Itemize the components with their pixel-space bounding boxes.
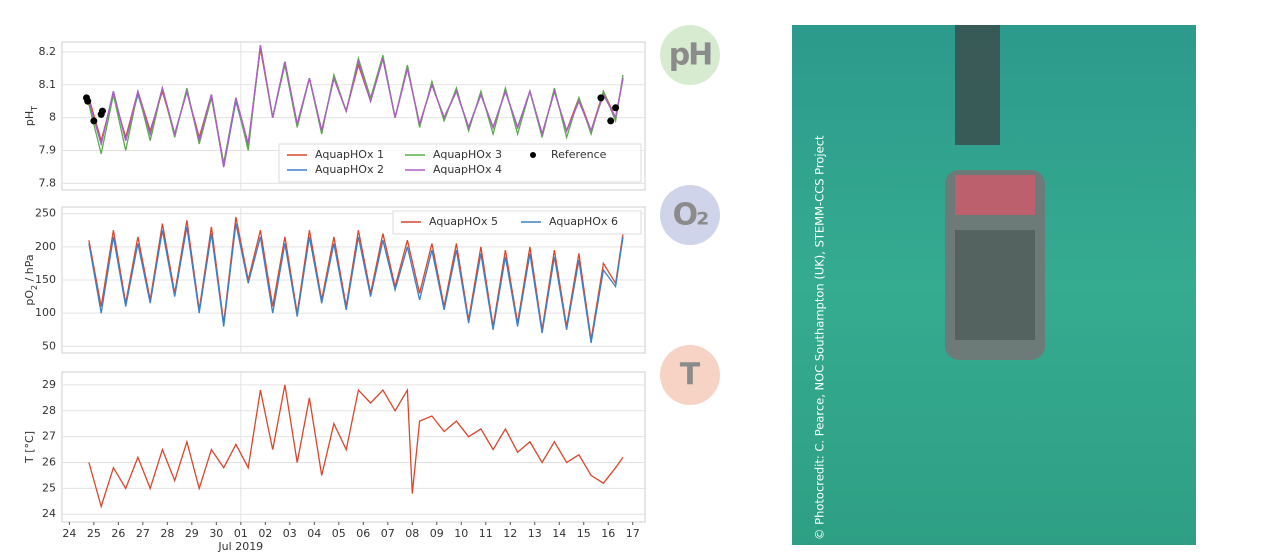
legend: AquapHOx 5 AquapHOx 6 (392, 210, 642, 235)
icon-t (660, 345, 720, 405)
x-tick-label: 30 (209, 527, 223, 540)
x-tick-label: 06 (356, 527, 370, 540)
x-tick-label: 27 (136, 527, 150, 540)
y-tick-label: 24 (42, 507, 56, 520)
reference-point (607, 117, 615, 125)
sensor-body (955, 230, 1035, 340)
series-line (88, 223, 624, 344)
x-tick-label: 29 (185, 527, 199, 540)
x-tick-label: 02 (258, 527, 272, 540)
photo: © Photocredit: C. Pearce, NOC Southampto… (792, 25, 1196, 545)
x-tick-label: 17 (626, 527, 640, 540)
legend: AquapHOx 1 AquapHOx 2 AquapHOx 3 AquapHOx 4… (278, 143, 642, 183)
reference-point (98, 107, 106, 115)
legend-label: AquapHOx 1 (315, 148, 384, 161)
y-axis-label-part: T (30, 106, 39, 112)
y-tick-label: 8 (49, 111, 56, 124)
icon-ph (660, 25, 720, 85)
legend-box (278, 143, 642, 183)
icon-o2 (660, 185, 720, 245)
series-line (88, 45, 624, 168)
y-tick-label: 27 (42, 430, 56, 443)
reference-point (84, 97, 92, 105)
x-tick-label: 03 (283, 527, 297, 540)
x-tick-label: 11 (479, 527, 493, 540)
y-tick-label: 28 (42, 404, 56, 417)
legend-box (392, 210, 642, 235)
annotation: Jul 2019 (217, 540, 263, 553)
plot-frame (61, 41, 646, 191)
x-tick-label: 08 (405, 527, 419, 540)
x-tick-label: 12 (503, 527, 517, 540)
legend-label: AquapHOx 4 (433, 163, 502, 176)
x-tick-label: 16 (601, 527, 615, 540)
y-tick-label: 200 (35, 240, 56, 253)
y-axis-label-part: pH (23, 111, 36, 126)
legend-label: AquapHOx 3 (433, 148, 502, 161)
x-tick-label: 10 (454, 527, 468, 540)
y-tick-label: 8.2 (39, 45, 57, 58)
x-tick-label: 25 (87, 527, 101, 540)
y-tick-label: 26 (42, 456, 56, 469)
reference-point (90, 117, 98, 125)
x-tick-label: 05 (332, 527, 346, 540)
plot-frame (61, 371, 646, 523)
y-tick-label: 25 (42, 481, 56, 494)
y-axis-label-part: pO (23, 290, 36, 306)
x-tick-label: 28 (160, 527, 174, 540)
icons: pH O₂ T (660, 25, 720, 405)
sensor-caps (955, 175, 1035, 215)
icon-label: pH (669, 38, 712, 73)
y-axis-label-part: T [°C] (23, 431, 36, 464)
y-axis-label: pO2 / hPa (23, 254, 39, 305)
y-tick-label: 7.9 (39, 144, 57, 157)
x-tick-label: 14 (552, 527, 566, 540)
icon-label: T (680, 358, 701, 393)
reference-point (612, 104, 620, 112)
x-tick-label: 09 (430, 527, 444, 540)
legend-label: Reference (551, 148, 607, 161)
y-axis-label-part: / hPa (23, 254, 36, 285)
y-tick-label: 250 (35, 207, 56, 220)
y-tick-label: 7.8 (39, 176, 57, 189)
x-tick-label: 01 (234, 527, 248, 540)
series-line (88, 384, 624, 509)
x-tick-label: 26 (111, 527, 125, 540)
reference-point (597, 94, 605, 102)
x-tick-label: 07 (381, 527, 395, 540)
x-tick-label: 04 (307, 527, 321, 540)
x-tick-label: 13 (528, 527, 542, 540)
x-tick-label: 15 (577, 527, 591, 540)
icon-label: O₂ (673, 198, 709, 233)
series-line (88, 216, 624, 340)
chart: 24 25 26 27 28 29 24 25 26 27 28 29 30 01 02 03 04 05 06 07… (23, 371, 646, 553)
y-tick-label: 50 (42, 339, 56, 352)
y-axis-label: pHT (23, 106, 39, 126)
x-tick-label: 24 (62, 527, 76, 540)
legend-label: AquapHOx 6 (549, 215, 618, 228)
legend-marker (530, 152, 536, 158)
cable (955, 25, 1000, 145)
photo-credit: © Photocredit: C. Pearce, NOC Southampto… (813, 135, 827, 540)
y-axis-label: T [°C] (23, 431, 36, 464)
y-tick-label: 8.1 (39, 78, 57, 91)
y-tick-label: 100 (35, 306, 56, 319)
y-axis-label-part: 2 (30, 285, 39, 290)
legend-label: AquapHOx 2 (315, 163, 384, 176)
legend-label: AquapHOx 5 (429, 215, 498, 228)
y-tick-label: 150 (35, 273, 56, 286)
y-tick-label: 29 (42, 378, 56, 391)
